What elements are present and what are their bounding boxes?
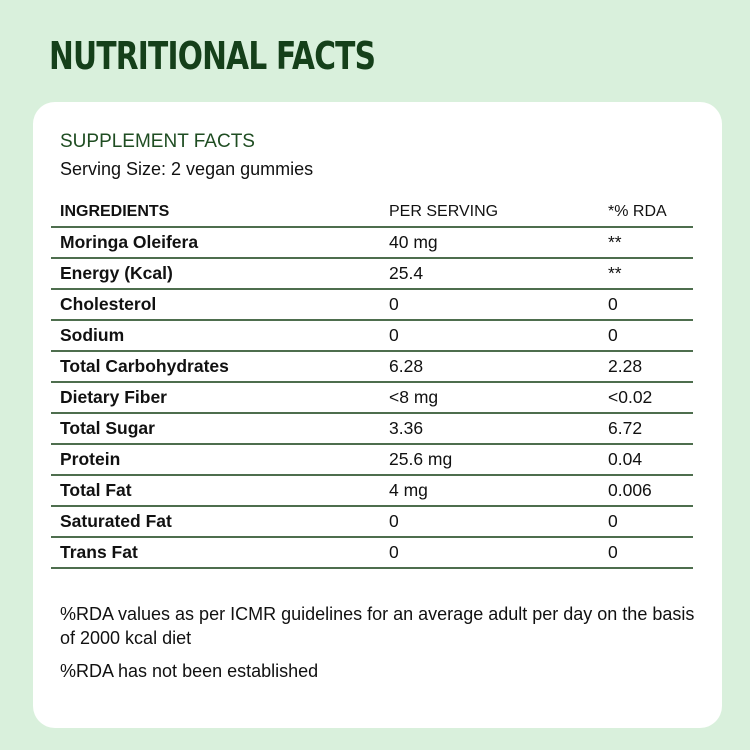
per-serving-cell: 0 (380, 320, 599, 352)
rda-cell: 0 (599, 320, 693, 352)
rda-not-established-note: %RDA has not been established (60, 661, 319, 681)
ingredient-cell: Moringa Oleifera (51, 227, 380, 259)
ingredient-cell: Dietary Fiber (51, 382, 380, 414)
table-row: Cholesterol 0 0 (51, 289, 693, 321)
page-title: NUTRITIONAL FACTS (49, 34, 376, 78)
table-row: Energy (Kcal) 25.4 ** (51, 258, 693, 290)
per-serving-cell: <8 mg (380, 382, 599, 414)
ingredient-cell: Total Carbohydrates (51, 351, 380, 383)
rda-cell: 6.72 (599, 413, 693, 445)
per-serving-cell: 0 (380, 537, 599, 569)
rda-cell: <0.02 (599, 382, 693, 414)
rda-cell: ** (599, 258, 693, 290)
ingredient-cell: Total Sugar (51, 413, 380, 445)
rda-cell: 0.04 (599, 444, 693, 476)
table-row: Sodium 0 0 (51, 320, 693, 352)
ingredient-cell: Trans Fat (51, 537, 380, 569)
per-serving-cell: 6.28 (380, 351, 599, 383)
table-row: Dietary Fiber <8 mg <0.02 (51, 382, 693, 414)
ingredient-cell: Total Fat (51, 475, 380, 507)
supplement-facts-heading: SUPPLEMENT FACTS (60, 131, 255, 152)
ingredient-cell: Saturated Fat (51, 506, 380, 538)
rda-cell: 0 (599, 506, 693, 538)
table-row: Total Fat 4 mg 0.006 (51, 475, 693, 507)
per-serving-cell: 25.4 (380, 258, 599, 290)
rda-cell: 2.28 (599, 351, 693, 383)
table-row: Total Sugar 3.36 6.72 (51, 413, 693, 445)
header-rda: *% RDA (599, 197, 693, 228)
per-serving-cell: 4 mg (380, 475, 599, 507)
per-serving-cell: 40 mg (380, 227, 599, 259)
per-serving-cell: 3.36 (380, 413, 599, 445)
ingredient-cell: Sodium (51, 320, 380, 352)
rda-cell: 0 (599, 289, 693, 321)
table-row: Moringa Oleifera 40 mg ** (51, 227, 693, 259)
table-row: Protein 25.6 mg 0.04 (51, 444, 693, 476)
per-serving-cell: 0 (380, 506, 599, 538)
ingredient-cell: Protein (51, 444, 380, 476)
header-per-serving: PER SERVING (380, 197, 599, 228)
per-serving-cell: 25.6 mg (380, 444, 599, 476)
rda-note: %RDA values as per ICMR guidelines for a… (60, 604, 695, 648)
table-row: Total Carbohydrates 6.28 2.28 (51, 351, 693, 383)
rda-cell: 0 (599, 537, 693, 569)
nutrition-table: INGREDIENTS PER SERVING *% RDA Moringa O… (51, 197, 693, 569)
ingredient-cell: Energy (Kcal) (51, 258, 380, 290)
header-ingredients: INGREDIENTS (51, 197, 380, 228)
table-row: Saturated Fat 0 0 (51, 506, 693, 538)
rda-cell: 0.006 (599, 475, 693, 507)
table-row: Trans Fat 0 0 (51, 537, 693, 569)
supplement-facts-card: SUPPLEMENT FACTS Serving Size: 2 vegan g… (33, 102, 722, 728)
serving-size: Serving Size: 2 vegan gummies (60, 159, 314, 179)
rda-cell: ** (599, 227, 693, 259)
ingredient-cell: Cholesterol (51, 289, 380, 321)
per-serving-cell: 0 (380, 289, 599, 321)
table-header-row: INGREDIENTS PER SERVING *% RDA (51, 197, 693, 228)
